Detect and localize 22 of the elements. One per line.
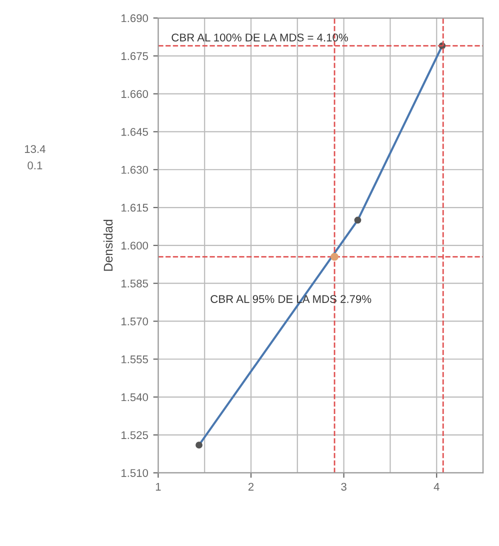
y-tick-label: 1.585 [122,280,148,288]
y-tick-label: 1.555 [122,356,148,364]
y-tick-label: 1.690 [122,14,148,22]
y-tick-label: 1.645 [122,128,148,136]
y-tick-label: 1.510 [122,469,148,477]
x-tick-label: 3 [341,482,346,491]
text: 13.4 [24,145,46,153]
y-tick-label: 1.615 [122,204,148,212]
y-tick-label: 1.660 [122,90,148,98]
y-tick-label: 1.675 [122,52,148,60]
x-tick-label: 2 [248,482,254,491]
y-tick-label: 1.525 [122,431,148,440]
y-tick-label: 1.570 [122,317,148,326]
x-tick-label: 1 [156,482,161,491]
point [330,252,338,261]
x-tick-label: 4 [434,482,440,491]
y-tick-label: 1.630 [122,166,148,174]
y-tick-label: 1.600 [122,242,148,250]
y-axis-title: Densidad [103,220,113,271]
y-tick-label: 1.540 [122,393,148,402]
annotation: CBR AL 100% DE LA MDS = 4.10% [172,34,348,42]
text: 0.1 [28,162,42,170]
